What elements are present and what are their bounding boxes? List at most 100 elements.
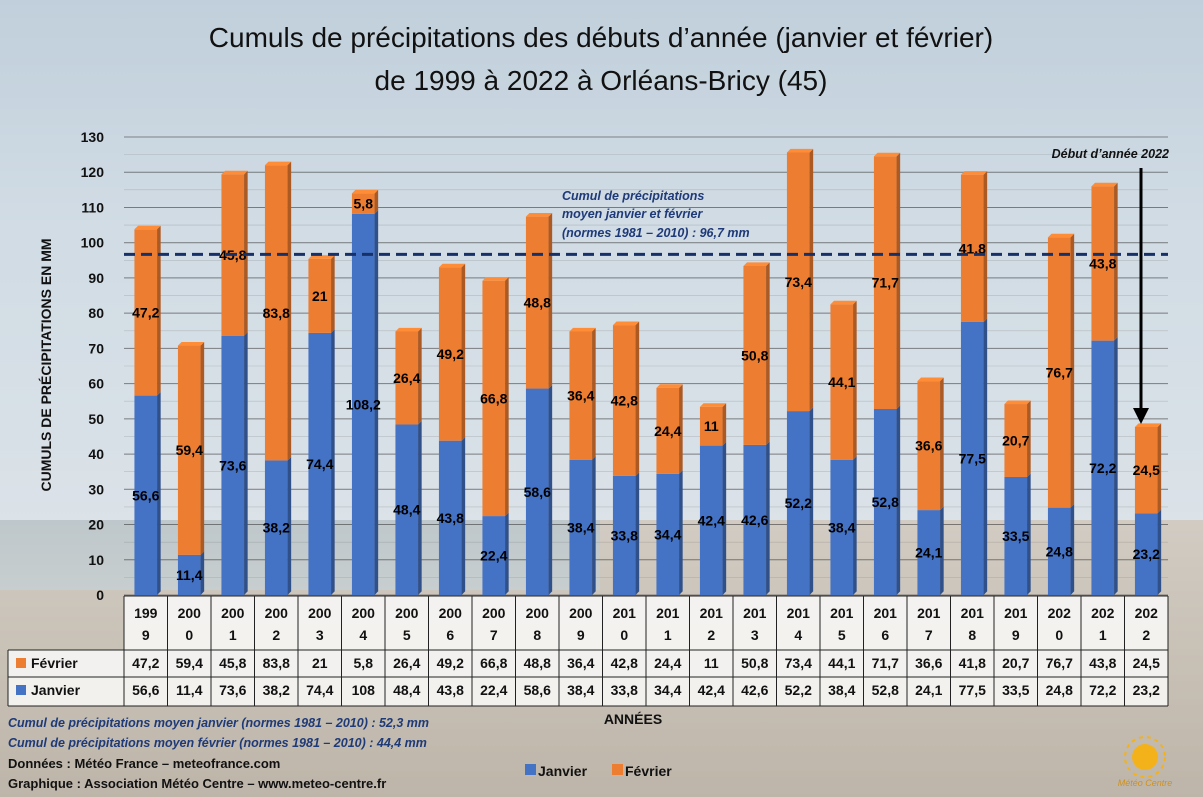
bar-top-7 [438,263,466,268]
x-tick-label-line1: 201 [1004,605,1028,621]
bar-fevrier-side-10 [592,327,596,460]
bar-top-5 [351,189,379,194]
label-fevrier-1: 59,4 [176,442,203,458]
x-tick-label-line1: 200 [221,605,245,621]
label-fevrier-3: 83,8 [263,305,290,321]
bar-janvier-side-22 [1114,337,1118,595]
bar-janvier-8 [482,516,506,595]
label-janvier-19: 77,5 [959,450,986,466]
bar-janvier-19 [960,321,984,595]
table-cell-janvier: 33,8 [611,682,638,698]
bar-fevrier-19 [960,174,984,322]
bar-janvier-side-2 [244,332,248,595]
bar-fevrier-22 [1091,186,1115,341]
bar-janvier-side-0 [157,391,161,595]
x-tick-label-line2: 6 [446,627,454,643]
table-cell-fevrier: 76,7 [1046,655,1073,671]
bar-janvier-side-23 [1157,509,1162,595]
credit-donnees: Données : Météo France – meteofrance.com [8,756,280,771]
bar-top-2 [221,170,248,175]
bar-janvier-3 [264,460,288,595]
bar-janvier-18 [917,510,941,595]
data-table: Février 47,2 59,4 45,8 83,8 21 5,8 26,4 49,2 66,8… [7,595,1169,707]
x-tick-label-line1: 201 [830,605,854,621]
x-tick-label-line1: 201 [743,605,767,621]
x-tick-label-line2: 1 [1099,627,1107,643]
bar-fevrier-side-4 [331,255,335,333]
table-cell-janvier: 42,6 [741,682,768,698]
x-tick-label-line1: 200 [569,605,593,621]
bar-top-6 [395,327,422,332]
bar-fevrier-10 [569,331,593,460]
x-tick-label-line1: 200 [308,605,332,621]
table-row-header-background [8,650,124,706]
bars [134,148,1162,596]
table-cell-fevrier: 50,8 [741,655,768,671]
chart-title-line1: Cumuls de précipitations des débuts d’an… [209,22,993,53]
label-fevrier-17: 71,7 [872,275,899,291]
x-tick-label-line2: 8 [968,627,976,643]
bar-janvier-side-17 [896,405,901,595]
bar-fevrier-side-16 [853,300,857,460]
x-tick-label-line2: 5 [838,627,846,643]
bar-janvier-side-8 [505,512,509,595]
bar-janvier-22 [1091,340,1115,595]
bar-fevrier-1 [177,345,201,555]
y-tick-label: 20 [88,517,104,533]
x-tick-label-line2: 6 [881,627,889,643]
bar-top-21 [1047,233,1075,238]
bar-fevrier-side-3 [287,161,292,461]
bar-top-14 [743,262,770,266]
table-cell-fevrier: 49,2 [437,655,464,671]
bar-fevrier-side-20 [1027,400,1031,477]
bar-janvier-side-9 [548,384,553,595]
bar-fevrier-15 [786,152,810,412]
table-cell-janvier: 77,5 [959,682,986,698]
bar-fevrier-0 [134,229,158,396]
label-fevrier-14: 50,8 [741,347,768,363]
logo-sun-icon [1132,744,1158,770]
table-cell-janvier: 22,4 [480,682,507,698]
bar-fevrier-4 [308,258,332,333]
table-cell-janvier: 48,4 [393,682,420,698]
table-cell-janvier: 58,6 [524,682,551,698]
bar-fevrier-18 [917,381,941,511]
x-tick-label-line2: 3 [316,627,324,643]
x-tick-label-line1: 200 [265,605,289,621]
bar-janvier-side-16 [853,456,857,595]
bar-janvier-side-19 [983,318,988,595]
bar-fevrier-side-11 [635,321,640,476]
y-axis-label: CUMULS DE PRÉCIPITATIONS EN MM [38,238,54,491]
note-fevrier: Cumul de précipitations moyen février (n… [8,736,427,750]
label-fevrier-8: 66,8 [480,390,507,406]
label-fevrier-10: 36,4 [567,388,594,404]
chart-title-line2: de 1999 à 2022 à Orléans-Bricy (45) [375,65,828,96]
bar-top-9 [525,213,553,217]
y-tick-label: 130 [81,129,105,145]
x-tick-label-line1: 200 [178,605,202,621]
bar-fevrier-8 [482,280,506,517]
label-janvier-2: 73,6 [219,457,246,473]
bar-top-3 [264,161,292,166]
bar-top-1 [177,341,205,346]
label-janvier-7: 43,8 [437,510,464,526]
bar-top-23 [1134,423,1162,427]
label-fevrier-5: 5,8 [354,196,374,212]
table-swatch-janvier [16,685,26,695]
bar-fevrier-7 [438,267,462,441]
bar-janvier-1 [177,554,201,595]
x-tick-label-line2: 7 [490,627,498,643]
table-cell-janvier: 11,4 [176,682,203,698]
label-janvier-11: 33,8 [611,527,638,543]
legend-fevrier-swatch [612,764,623,775]
bar-fevrier-side-14 [766,262,770,445]
bar-janvier-2 [221,335,245,595]
label-janvier-21: 24,8 [1046,543,1073,559]
bar-janvier-6 [395,424,419,595]
table-cell-janvier: 24,8 [1046,682,1073,698]
table-cell-fevrier: 20,7 [1002,655,1029,671]
y-tick-label: 100 [81,235,105,251]
bar-top-20 [1004,400,1031,405]
y-tick-label: 30 [88,481,104,497]
